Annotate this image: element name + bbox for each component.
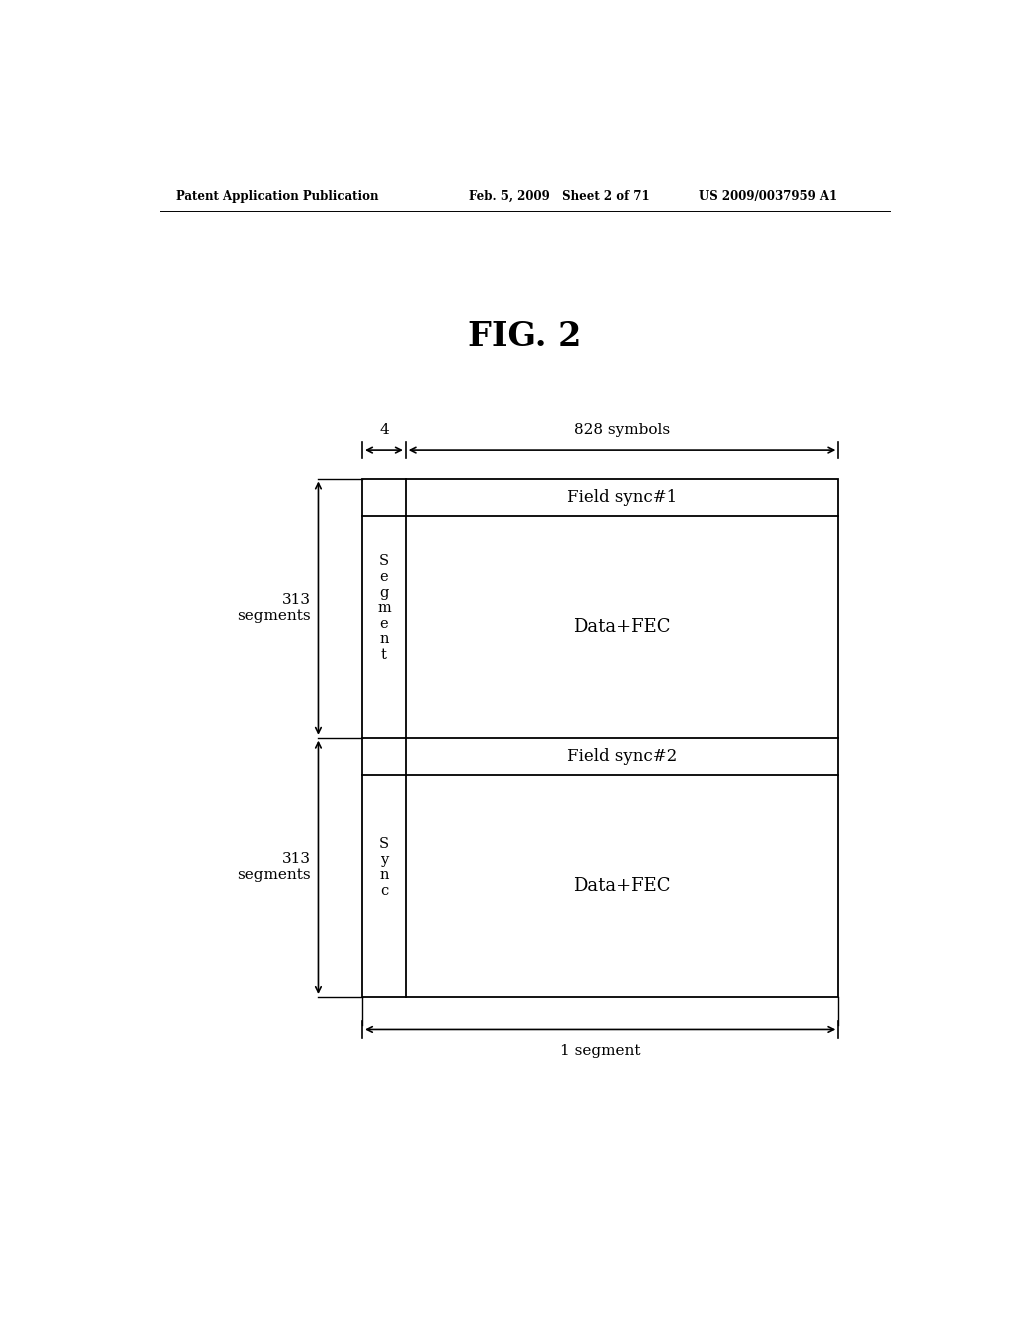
Bar — [362, 479, 839, 997]
Text: 313
segments: 313 segments — [237, 593, 310, 623]
Text: Data+FEC: Data+FEC — [573, 876, 671, 895]
Text: FIG. 2: FIG. 2 — [468, 319, 582, 352]
Text: 313
segments: 313 segments — [237, 853, 310, 883]
Text: Patent Application Publication: Patent Application Publication — [176, 190, 378, 202]
Text: S
e
g
m
e
n
t: S e g m e n t — [377, 554, 391, 663]
Text: 4: 4 — [379, 422, 389, 437]
Text: 828 symbols: 828 symbols — [574, 422, 670, 437]
Text: US 2009/0037959 A1: US 2009/0037959 A1 — [699, 190, 838, 202]
Text: 1 segment: 1 segment — [560, 1044, 640, 1057]
Text: Field sync#1: Field sync#1 — [567, 488, 677, 506]
Text: Feb. 5, 2009   Sheet 2 of 71: Feb. 5, 2009 Sheet 2 of 71 — [469, 190, 650, 202]
Text: Data+FEC: Data+FEC — [573, 618, 671, 636]
Text: S
y
n
c: S y n c — [379, 837, 389, 898]
Text: Field sync#2: Field sync#2 — [567, 748, 677, 764]
